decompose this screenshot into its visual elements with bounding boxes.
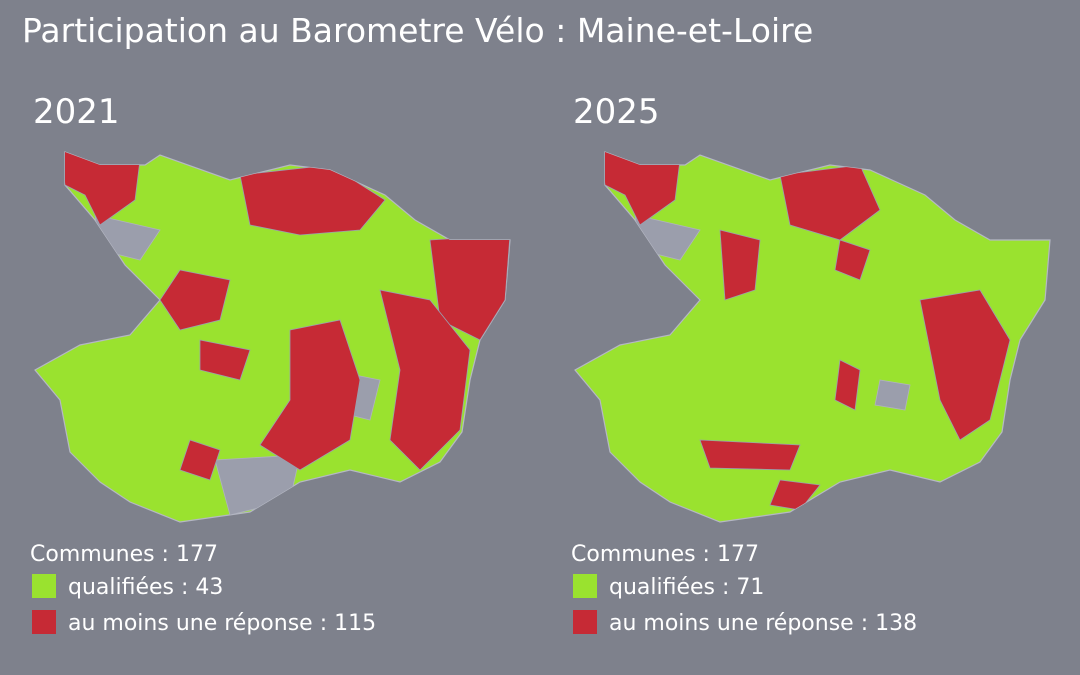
legend-swatch <box>573 610 597 634</box>
map-2025 <box>574 151 1051 523</box>
legend-label: au moins une réponse : 115 <box>68 611 376 636</box>
communes <box>59 152 510 516</box>
year: 2021 <box>33 92 120 132</box>
panel-2021: 2021 Communes : 177 qualifiées : 43 au m… <box>30 92 376 636</box>
map-2021 <box>34 151 511 523</box>
legend-swatch <box>573 574 597 598</box>
communes-count: Communes : 177 <box>571 542 759 567</box>
title: Participation au Barometre Vélo : Maine-… <box>22 11 813 50</box>
legend-label: qualifiées : 71 <box>609 575 764 600</box>
communes <box>599 152 1011 511</box>
legend-swatch <box>32 610 56 634</box>
legend-swatch <box>32 574 56 598</box>
legend-label: qualifiées : 43 <box>68 575 223 600</box>
panel-2025: 2025 Communes : 177 qualifiées : 71 au m… <box>571 92 917 636</box>
year: 2025 <box>573 92 660 132</box>
legend-label: au moins une réponse : 138 <box>609 611 917 636</box>
communes-count: Communes : 177 <box>30 542 218 567</box>
